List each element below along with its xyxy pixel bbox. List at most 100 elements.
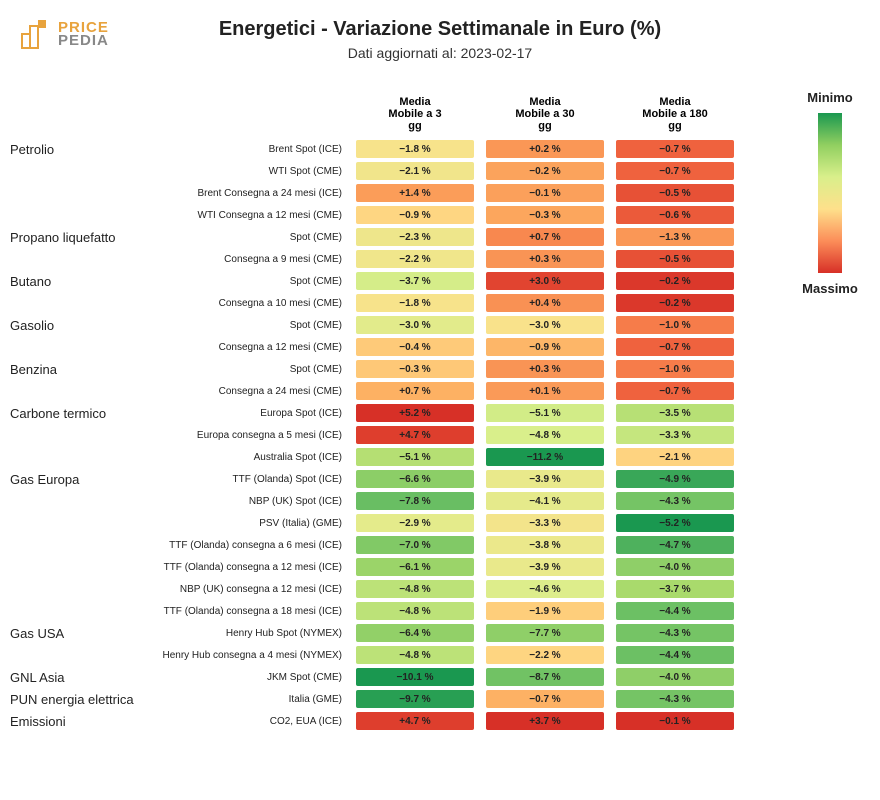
table-row: ButanoSpot (CME)−3.7 %+3.0 %−0.2 % — [10, 270, 760, 292]
color-legend: Minimo Massimo — [795, 90, 865, 296]
heatmap-cell: −7.7 % — [486, 624, 604, 642]
heatmap-cell: −4.6 % — [486, 580, 604, 598]
heatmap-grid: MediaMobile a 3gg MediaMobile a 30gg Med… — [10, 90, 760, 732]
table-row: Propano liquefattoSpot (CME) −2.3 % +0.7 %… — [10, 226, 760, 248]
heatmap-cell: −4.8 % — [486, 426, 604, 444]
heatmap-cell: −4.7 % — [616, 536, 734, 554]
table-row: Gas EuropaTTF (Olanda) Spot (ICE)−6.6 %−… — [10, 468, 760, 490]
table-row: GasolioSpot (CME)−3.0 %−3.0 %−1.0 % — [10, 314, 760, 336]
heatmap-cell: −0.9 % — [356, 206, 474, 224]
row-label: Europa Spot (ICE) — [130, 408, 350, 419]
heatmap-cell: −0.7 % — [486, 690, 604, 708]
col-header-0: MediaMobile a 3gg — [350, 96, 480, 138]
category-label: Propano liquefatto — [10, 230, 130, 245]
category-label: Benzina — [10, 362, 130, 377]
heatmap-cell: −0.4 % — [356, 338, 474, 356]
heatmap-cell: −4.4 % — [616, 646, 734, 664]
row-label: TTF (Olanda) consegna a 12 mesi (ICE) — [130, 562, 350, 573]
table-row: Consegna a 9 mesi (CME)−2.2 %+0.3 %−0.5 … — [10, 248, 760, 270]
heatmap-cell: −7.0 % — [356, 536, 474, 554]
heatmap-cell: −1.0 % — [616, 360, 734, 378]
heatmap-cell: +0.7 % — [486, 228, 604, 246]
heatmap-cell: −4.4 % — [616, 602, 734, 620]
row-label: Spot (CME) — [130, 276, 350, 287]
heatmap-cell: −4.1 % — [486, 492, 604, 510]
heatmap-cell: +3.7 % — [486, 712, 604, 730]
table-row: NBP (UK) Spot (ICE)−7.8 %−4.1 %−4.3 % — [10, 490, 760, 512]
heatmap-cell: +1.4 % — [356, 184, 474, 202]
table-row: BenzinaSpot (CME)−0.3 %+0.3 %−1.0 % — [10, 358, 760, 380]
heatmap-cell: −5.1 % — [486, 404, 604, 422]
heatmap-cell: −1.8 % — [356, 294, 474, 312]
heatmap-cell: −0.9 % — [486, 338, 604, 356]
table-row: TTF (Olanda) consegna a 18 mesi (ICE)−4.… — [10, 600, 760, 622]
heatmap-cell: −1.8 % — [356, 140, 474, 158]
table-row: NBP (UK) consegna a 12 mesi (ICE)−4.8 %−… — [10, 578, 760, 600]
row-label: Australia Spot (ICE) — [130, 452, 350, 463]
heatmap-cell: −0.2 % — [616, 272, 734, 290]
heatmap-cell: −5.2 % — [616, 514, 734, 532]
heatmap-cell: −4.3 % — [616, 690, 734, 708]
heatmap-cell: −3.8 % — [486, 536, 604, 554]
heatmap-cell: −4.8 % — [356, 580, 474, 598]
heatmap-cell: −3.0 % — [486, 316, 604, 334]
table-row: Gas USAHenry Hub Spot (NYMEX)−6.4 %−7.7 … — [10, 622, 760, 644]
legend-min: Minimo — [795, 90, 865, 105]
heatmap-cell: −4.3 % — [616, 492, 734, 510]
row-label: WTI Spot (CME) — [130, 166, 350, 177]
heatmap-cell: −3.9 % — [486, 558, 604, 576]
category-label: Gas Europa — [10, 472, 130, 487]
heatmap-cell: −0.7 % — [616, 162, 734, 180]
heatmap-cell: +0.2 % — [486, 140, 604, 158]
heatmap-cell: −0.5 % — [616, 250, 734, 268]
heatmap-cell: −4.0 % — [616, 558, 734, 576]
row-label: Italia (GME) — [130, 694, 350, 705]
table-row: Carbone termicoEuropa Spot (ICE) +5.2 % −5… — [10, 402, 760, 424]
table-row: WTI Spot (CME)−2.1 %−0.2 %−0.7 % — [10, 160, 760, 182]
heatmap-cell: −0.5 % — [616, 184, 734, 202]
heatmap-cell: −0.3 % — [486, 206, 604, 224]
heatmap-cell: −0.1 % — [486, 184, 604, 202]
col-header-1: MediaMobile a 30gg — [480, 96, 610, 138]
table-row: Consegna a 10 mesi (CME)−1.8 %+0.4 %−0.2… — [10, 292, 760, 314]
heatmap-cell: −8.7 % — [486, 668, 604, 686]
table-row: TTF (Olanda) consegna a 6 mesi (ICE)−7.0… — [10, 534, 760, 556]
heatmap-cell: −0.7 % — [616, 338, 734, 356]
row-label: WTI Consegna a 12 mesi (CME) — [130, 210, 350, 221]
heatmap-cell: −3.7 % — [616, 580, 734, 598]
heatmap-cell: +0.1 % — [486, 382, 604, 400]
table-row: EmissioniCO2, EUA (ICE)+4.7 %+3.7 %−0.1 … — [10, 710, 760, 732]
heatmap-cell: −2.1 % — [616, 448, 734, 466]
row-label: Spot (CME) — [130, 320, 350, 331]
heatmap-cell: −4.0 % — [616, 668, 734, 686]
heatmap-cell: +5.2 % — [356, 404, 474, 422]
row-label: TTF (Olanda) Spot (ICE) — [130, 474, 350, 485]
row-label: Consegna a 24 mesi (CME) — [130, 386, 350, 397]
page-title: Energetici - Variazione Settimanale in E… — [15, 18, 865, 41]
heatmap-cell: −6.1 % — [356, 558, 474, 576]
row-label: Consegna a 12 mesi (CME) — [130, 342, 350, 353]
heatmap-cell: +0.4 % — [486, 294, 604, 312]
heatmap-cell: −10.1 % — [356, 668, 474, 686]
table-row: PetrolioBrent Spot (ICE)−1.8 %+0.2 %−0.7… — [10, 138, 760, 160]
category-label: Gasolio — [10, 318, 130, 333]
heatmap-cell: −1.3 % — [616, 228, 734, 246]
heatmap-cell: −3.3 % — [486, 514, 604, 532]
heatmap-cell: +0.7 % — [356, 382, 474, 400]
row-label: Henry Hub Spot (NYMEX) — [130, 628, 350, 639]
category-label: Carbone termico — [10, 406, 130, 421]
heatmap-cell: −4.9 % — [616, 470, 734, 488]
table-row: Europa consegna a 5 mesi (ICE)+4.7 %−4.8… — [10, 424, 760, 446]
table-row: Consegna a 24 mesi (CME)+0.7 %+0.1 %−0.7… — [10, 380, 760, 402]
heatmap-cell: −2.1 % — [356, 162, 474, 180]
heatmap-cell: −4.3 % — [616, 624, 734, 642]
heatmap-cell: −3.7 % — [356, 272, 474, 290]
row-label: Spot (CME) — [130, 364, 350, 375]
legend-bar — [818, 113, 842, 273]
heatmap-cell: −2.3 % — [356, 228, 474, 246]
heatmap-cell: +0.3 % — [486, 360, 604, 378]
heatmap-cell: −2.2 % — [356, 250, 474, 268]
row-label: Spot (CME) — [130, 232, 350, 243]
heatmap-cell: −1.9 % — [486, 602, 604, 620]
row-label: Brent Spot (ICE) — [130, 144, 350, 155]
